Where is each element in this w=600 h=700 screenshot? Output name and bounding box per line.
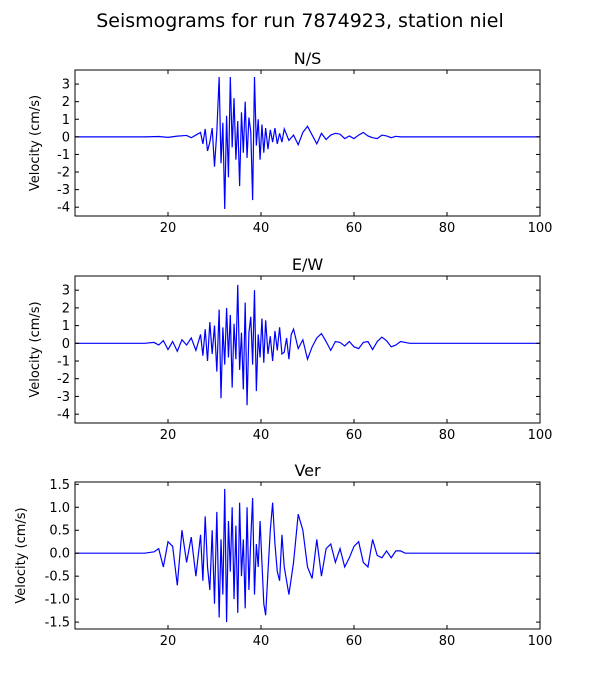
waveform-ew [75,284,540,406]
y-axis-label-ns: Velocity (cm/s) [28,95,43,191]
x-tick-label-ver: 60 [346,634,363,649]
x-tick-label-ver: 20 [160,634,177,649]
y-tick-label-ns: -4 [57,201,70,216]
x-tick-label-ew: 20 [160,428,177,443]
y-tick-label-ver: 1.0 [49,501,70,516]
panel-title-ver: Ver [294,461,321,480]
y-tick-label-ver: 0.0 [49,547,70,562]
y-tick-label-ns: -1 [57,148,70,163]
y-tick-label-ew: 3 [62,284,70,299]
y-tick-label-ew: -1 [57,355,70,370]
y-tick-label-ns: 1 [62,113,70,128]
y-tick-label-ns: -2 [57,166,70,181]
y-tick-label-ver: -1.0 [45,593,70,608]
waveform-ver [75,488,540,623]
y-tick-label-ns: 0 [62,130,70,145]
y-tick-label-ver: -1.5 [45,616,70,631]
x-tick-label-ns: 80 [439,221,456,236]
y-tick-label-ew: -3 [57,390,70,405]
y-tick-label-ns: 3 [62,78,70,93]
panel-title-ns: N/S [294,49,322,68]
x-tick-label-ns: 60 [346,221,363,236]
y-axis-label-ew: Velocity (cm/s) [28,301,43,397]
y-tick-label-ew: 0 [62,337,70,352]
figure-title: Seismograms for run 7874923, station nie… [96,10,504,32]
y-tick-label-ver: 1.5 [49,478,70,493]
y-tick-label-ns: -3 [57,183,70,198]
panel-title-ew: E/W [292,255,324,274]
y-tick-label-ns: 2 [62,95,70,110]
x-tick-label-ns: 100 [528,221,553,236]
y-tick-label-ew: -4 [57,408,70,423]
x-tick-label-ver: 100 [528,634,553,649]
panel-ver: 20 40 60 80 100 -1.5 -1.0 -0.5 0.0 0.5 1.0 1.5 Ver Ve… [14,461,552,649]
x-tick-label-ew: 40 [253,428,270,443]
y-axis-label-ver: Velocity (cm/s) [14,507,29,603]
panel-ns: 20 40 60 80 100 -4 -3 -2 -1 0 1 2 3 N/S Velocity (cm/s… [28,49,552,236]
x-tick-label-ns: 20 [160,221,177,236]
axes-frame-ns [74,69,541,217]
x-tick-label-ew: 100 [528,428,553,443]
x-tick-label-ew: 60 [346,428,363,443]
y-tick-label-ver: -0.5 [45,570,70,585]
y-tick-label-ew: 1 [62,319,70,334]
x-tick-label-ver: 40 [253,634,270,649]
y-tick-label-ver: 0.5 [49,524,70,539]
axes-frame-ew [74,275,541,424]
x-tick-label-ver: 80 [439,634,456,649]
x-tick-label-ew: 80 [439,428,456,443]
y-tick-label-ew: -2 [57,372,70,387]
axes-frame-ver [74,481,541,630]
y-tick-label-ew: 2 [62,301,70,316]
x-tick-label-ns: 40 [253,221,270,236]
panel-ew: 20 40 60 80 100 -4 -3 -2 -1 0 1 2 3 E/W Velocity (cm/s… [28,255,552,443]
waveform-ns [75,77,540,209]
